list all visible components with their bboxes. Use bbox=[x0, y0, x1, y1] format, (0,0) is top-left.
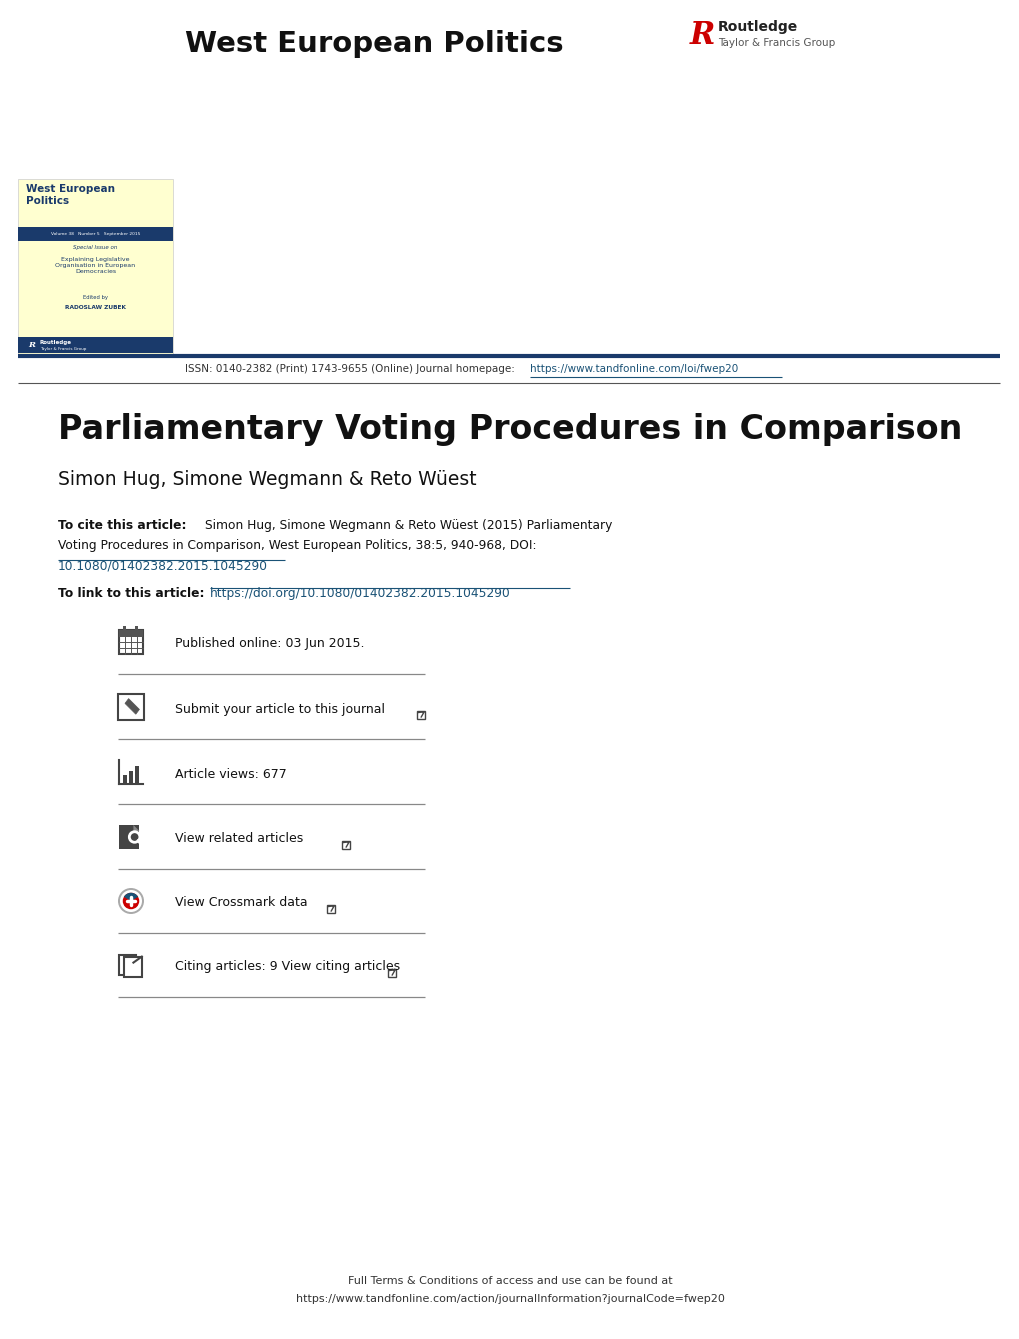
Circle shape bbox=[120, 890, 142, 912]
FancyBboxPatch shape bbox=[417, 711, 425, 719]
FancyBboxPatch shape bbox=[119, 955, 137, 975]
Text: Submit your article to this journal: Submit your article to this journal bbox=[175, 703, 384, 715]
Wedge shape bbox=[123, 893, 138, 901]
Polygon shape bbox=[133, 825, 140, 832]
FancyBboxPatch shape bbox=[124, 956, 142, 977]
Text: West European Politics: West European Politics bbox=[184, 29, 564, 58]
Text: Voting Procedures in Comparison, West European Politics, 38:5, 940-968, DOI:: Voting Procedures in Comparison, West Eu… bbox=[58, 540, 536, 552]
Text: Routledge: Routledge bbox=[40, 340, 72, 344]
Text: To link to this article:: To link to this article: bbox=[58, 586, 209, 600]
Text: Simon Hug, Simone Wegmann & Reto Wüest (2015) Parliamentary: Simon Hug, Simone Wegmann & Reto Wüest (… bbox=[205, 520, 611, 532]
Text: Published online: 03 Jun 2015.: Published online: 03 Jun 2015. bbox=[175, 637, 364, 651]
Polygon shape bbox=[125, 699, 140, 714]
Text: View Crossmark data: View Crossmark data bbox=[175, 897, 308, 909]
Text: Volume 38   Number 5   September 2015: Volume 38 Number 5 September 2015 bbox=[51, 232, 141, 236]
FancyBboxPatch shape bbox=[119, 631, 143, 653]
Text: https://www.tandfonline.com/loi/fwep20: https://www.tandfonline.com/loi/fwep20 bbox=[530, 364, 738, 374]
Bar bbox=[136, 627, 139, 633]
Bar bbox=[119, 631, 143, 637]
Bar bbox=[128, 771, 133, 783]
Bar bbox=[18, 337, 173, 353]
Text: https://www.tandfonline.com/action/journalInformation?journalCode=fwep20: https://www.tandfonline.com/action/journ… bbox=[296, 1293, 723, 1304]
Circle shape bbox=[118, 888, 144, 915]
Text: Simon Hug, Simone Wegmann & Reto Wüest: Simon Hug, Simone Wegmann & Reto Wüest bbox=[58, 470, 476, 489]
FancyBboxPatch shape bbox=[118, 694, 144, 720]
FancyBboxPatch shape bbox=[341, 841, 351, 849]
Text: ISSN: 0140-2382 (Print) 1743-9655 (Online) Journal homepage:: ISSN: 0140-2382 (Print) 1743-9655 (Onlin… bbox=[184, 364, 518, 374]
FancyBboxPatch shape bbox=[327, 905, 335, 913]
Text: Article views: 677: Article views: 677 bbox=[175, 767, 286, 781]
Text: RADOSLAW ZUBEK: RADOSLAW ZUBEK bbox=[65, 305, 126, 311]
Text: Edited by: Edited by bbox=[83, 295, 108, 300]
Text: https://doi.org/10.1080/01402382.2015.1045290: https://doi.org/10.1080/01402382.2015.10… bbox=[210, 586, 511, 600]
Text: Explaining Legislative
Organisation in European
Democracies: Explaining Legislative Organisation in E… bbox=[55, 257, 136, 274]
Text: View related articles: View related articles bbox=[175, 833, 303, 845]
Circle shape bbox=[122, 893, 140, 909]
Text: Routledge: Routledge bbox=[717, 20, 798, 33]
Text: Taylor & Francis Group: Taylor & Francis Group bbox=[40, 347, 87, 351]
Text: Taylor & Francis Group: Taylor & Francis Group bbox=[717, 37, 835, 48]
Text: 10.1080/01402382.2015.1045290: 10.1080/01402382.2015.1045290 bbox=[58, 558, 268, 572]
Text: Citing articles: 9 View citing articles: Citing articles: 9 View citing articles bbox=[175, 960, 399, 973]
Bar bbox=[18, 228, 173, 241]
Text: To cite this article:: To cite this article: bbox=[58, 520, 186, 532]
Text: Special Issue on: Special Issue on bbox=[73, 245, 117, 250]
Bar bbox=[18, 179, 173, 353]
Text: Full Terms & Conditions of access and use can be found at: Full Terms & Conditions of access and us… bbox=[347, 1276, 672, 1285]
Bar bbox=[122, 775, 127, 783]
Bar bbox=[123, 627, 126, 633]
FancyBboxPatch shape bbox=[387, 968, 396, 977]
Text: R: R bbox=[689, 20, 714, 51]
Bar bbox=[119, 825, 140, 849]
Text: Parliamentary Voting Procedures in Comparison: Parliamentary Voting Procedures in Compa… bbox=[58, 412, 962, 446]
Bar bbox=[135, 766, 139, 783]
Text: West European
Politics: West European Politics bbox=[25, 183, 115, 206]
Text: R: R bbox=[28, 341, 35, 349]
